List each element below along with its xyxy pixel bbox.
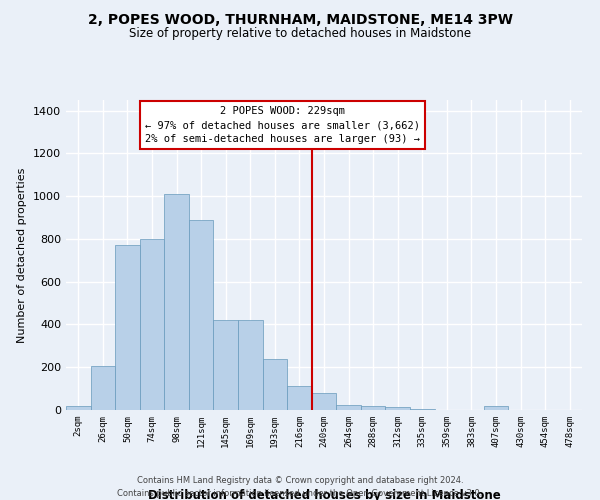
Bar	[214, 320, 238, 410]
Bar	[410, 409, 434, 410]
Bar	[66, 406, 91, 410]
Bar	[484, 406, 508, 410]
Bar	[336, 404, 361, 410]
Bar	[312, 393, 336, 410]
Bar	[287, 386, 312, 410]
Bar	[91, 366, 115, 410]
Bar	[263, 358, 287, 410]
Text: 2, POPES WOOD, THURNHAM, MAIDSTONE, ME14 3PW: 2, POPES WOOD, THURNHAM, MAIDSTONE, ME14…	[88, 12, 512, 26]
Bar	[385, 407, 410, 410]
Bar	[238, 320, 263, 410]
Bar	[189, 220, 214, 410]
Bar	[361, 406, 385, 410]
Text: Size of property relative to detached houses in Maidstone: Size of property relative to detached ho…	[129, 28, 471, 40]
X-axis label: Distribution of detached houses by size in Maidstone: Distribution of detached houses by size …	[148, 489, 500, 500]
Bar	[140, 239, 164, 410]
Text: Contains HM Land Registry data © Crown copyright and database right 2024.
Contai: Contains HM Land Registry data © Crown c…	[118, 476, 482, 498]
Text: 2 POPES WOOD: 229sqm
← 97% of detached houses are smaller (3,662)
2% of semi-det: 2 POPES WOOD: 229sqm ← 97% of detached h…	[145, 106, 420, 144]
Y-axis label: Number of detached properties: Number of detached properties	[17, 168, 28, 342]
Bar	[115, 246, 140, 410]
Bar	[164, 194, 189, 410]
